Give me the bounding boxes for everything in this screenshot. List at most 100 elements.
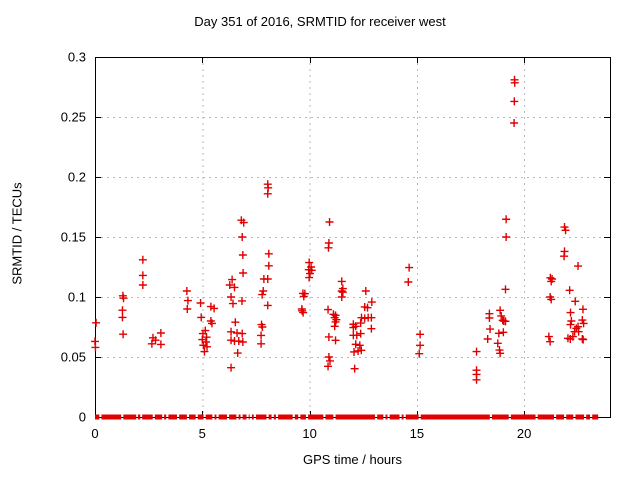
data-point: [238, 329, 247, 338]
data-point: [416, 341, 425, 350]
data-point: [547, 295, 556, 304]
data-point: [119, 294, 128, 303]
data-point: [138, 271, 147, 280]
data-point: [257, 339, 266, 348]
data-point: [156, 329, 165, 337]
data-point: [231, 318, 240, 327]
data-point: [579, 319, 588, 328]
data-point: [183, 296, 192, 305]
data-point: [305, 273, 314, 282]
data-point: [486, 325, 495, 334]
data-point: [92, 318, 101, 327]
data-point: [405, 263, 414, 272]
data-point: [118, 306, 127, 315]
data-point: [367, 313, 376, 322]
data-point: [502, 233, 511, 241]
data-point: [324, 353, 333, 361]
data-point: [565, 286, 574, 295]
x-tick-label: 20: [517, 426, 531, 441]
data-point: [547, 277, 556, 286]
data-point: [510, 78, 519, 87]
data-point: [325, 356, 334, 365]
data-point: [263, 275, 272, 283]
data-point: [501, 317, 510, 326]
data-point: [574, 262, 583, 271]
data-point: [264, 249, 273, 258]
data-point: [197, 313, 206, 322]
data-point: [151, 336, 160, 345]
data-point: [472, 347, 481, 356]
data-point: [360, 314, 369, 323]
data-point: [238, 338, 247, 346]
data-point: [325, 218, 334, 226]
data-point: [196, 299, 205, 307]
data-point: [238, 251, 247, 259]
data-point: [324, 332, 333, 341]
data-point: [571, 297, 580, 306]
data-point: [258, 323, 267, 331]
data-point: [147, 339, 156, 348]
data-point: [496, 306, 505, 315]
chart-title: Day 351 of 2016, SRMTID for receiver wes…: [194, 14, 446, 29]
data-point: [299, 292, 308, 301]
data-point: [91, 343, 100, 352]
data-point: [324, 305, 333, 314]
y-tick-label: 0: [79, 410, 86, 425]
x-tick-label: 5: [199, 426, 206, 441]
data-point: [499, 328, 508, 337]
data-point: [239, 218, 248, 227]
data-point: [337, 277, 346, 286]
data-point: [561, 226, 570, 235]
data-point: [227, 293, 236, 301]
data-point: [118, 313, 127, 322]
data-point: [367, 324, 376, 333]
data-point: [203, 342, 212, 351]
data-point: [239, 269, 248, 277]
data-point: [200, 347, 209, 356]
data-point: [259, 287, 268, 295]
y-tick-label: 0.2: [68, 170, 86, 185]
y-tick-label: 0.25: [61, 110, 86, 125]
data-point: [138, 281, 147, 289]
data-point: [324, 243, 333, 252]
data-point: [210, 304, 219, 313]
data-point: [494, 329, 503, 338]
data-point: [560, 252, 569, 261]
data-point: [263, 301, 272, 310]
data-point: [579, 335, 588, 344]
data-point: [350, 364, 359, 373]
data-point: [356, 329, 365, 338]
y-tick-label: 0.1: [68, 290, 86, 305]
data-point: [233, 349, 242, 358]
y-tick-label: 0.3: [68, 50, 86, 65]
data-point: [263, 189, 272, 198]
data-point: [566, 308, 575, 317]
data-point: [352, 331, 361, 340]
data-point: [567, 317, 576, 325]
data-point: [566, 320, 575, 329]
data-point: [363, 303, 372, 312]
data-point: [357, 346, 366, 355]
data-point: [338, 288, 347, 297]
data-point: [298, 306, 307, 315]
data-point: [416, 330, 425, 339]
data-point: [472, 375, 481, 384]
data-point: [510, 119, 519, 127]
data-point: [485, 314, 494, 322]
data-point: [258, 290, 267, 299]
data-point: [355, 341, 364, 350]
data-point: [501, 285, 510, 294]
data-point: [225, 281, 234, 289]
data-point: [367, 298, 376, 307]
data-point: [404, 278, 413, 286]
data-point: [182, 287, 191, 295]
x-axis-label: GPS time / hours: [303, 452, 402, 467]
data-point: [199, 341, 208, 350]
data-point: [493, 339, 502, 348]
y-tick-label: 0.15: [61, 230, 86, 245]
data-point: [230, 283, 239, 292]
data-point: [568, 332, 577, 341]
data-point: [331, 317, 340, 326]
